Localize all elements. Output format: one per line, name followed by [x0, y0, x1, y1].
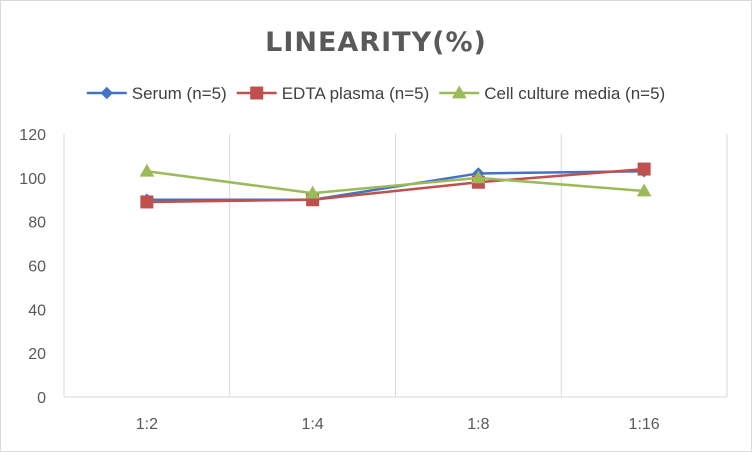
data-point-edta-plasma-n-5: [140, 195, 154, 209]
y-tick-label: 120: [19, 127, 46, 144]
x-tick-label: 1:16: [629, 416, 660, 433]
data-point-cell-culture-media-n-5: [139, 163, 155, 177]
data-point-cell-culture-media-n-5: [471, 170, 486, 184]
y-tick-label: 100: [19, 171, 46, 188]
chart-title: LINEARITY(%): [265, 27, 487, 58]
x-tick-label: 1:4: [302, 416, 324, 433]
legend-marker-edta-plasma-n-5: [250, 86, 264, 100]
data-point-cell-culture-media-n-5: [636, 183, 652, 197]
data-point-edta-plasma-n-5: [637, 162, 651, 176]
series-line-edta-plasma-n-5: [146, 167, 645, 204]
legend: Serum (n=5) EDTA plasma (n=5) Cell culture…: [86, 84, 665, 103]
legend-label-cell-culture-media-n-5: Cell culture media (n=5): [484, 84, 665, 103]
y-tick-label: 40: [28, 302, 46, 319]
x-tick-label: 1:8: [467, 416, 489, 433]
y-tick-label: 60: [28, 259, 46, 276]
data-point-cell-culture-media-n-5: [305, 185, 320, 199]
series-layer: [139, 162, 652, 209]
y-tick-label: 20: [28, 346, 46, 363]
x-tick-label: 1:2: [136, 416, 158, 433]
axes: 0 20 40 60 80 100 120 1:2 1:4 1:8 1:16: [19, 127, 727, 433]
legend-marker-cell-culture-media-n-5: [451, 85, 467, 99]
series-line-cell-culture-media-n-5: [146, 170, 645, 195]
grid: [229, 134, 728, 397]
legend-label-edta-plasma-n-5: EDTA plasma (n=5): [282, 84, 430, 103]
legend-marker-serum-n-5: [100, 86, 113, 100]
y-tick-label: 80: [28, 215, 46, 232]
y-tick-label: 0: [37, 390, 46, 407]
legend-label-serum-n-5: Serum (n=5): [132, 84, 227, 103]
